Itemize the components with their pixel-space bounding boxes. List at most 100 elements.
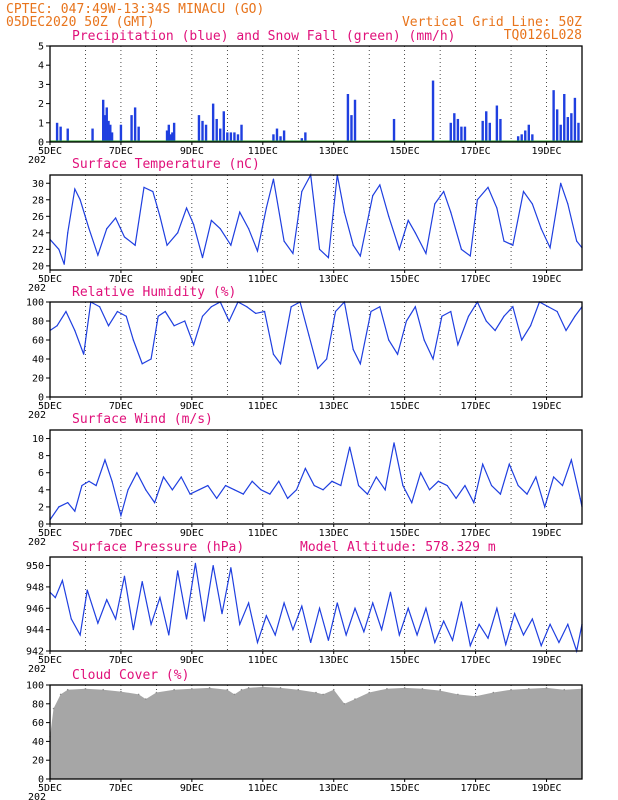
x-tick-label: 17DEC [461, 528, 491, 539]
series-point [561, 484, 564, 487]
series-point [246, 306, 248, 308]
series-point [107, 325, 110, 327]
precip-bar [350, 115, 353, 142]
series-point [327, 257, 330, 259]
series-point [212, 564, 214, 567]
precip-bar [279, 136, 282, 142]
precip-bar [520, 134, 523, 142]
x-tick-label: 11DEC [248, 528, 278, 539]
series-point [283, 602, 285, 604]
series-point [522, 190, 525, 193]
series-point [304, 467, 306, 470]
series-point [322, 489, 324, 491]
series-point [81, 484, 83, 487]
series-point [141, 580, 143, 583]
series-point [375, 476, 377, 478]
precip-bar [215, 118, 218, 142]
series-point [432, 358, 434, 360]
series-point [256, 641, 259, 644]
series-point [123, 575, 126, 577]
series-point [505, 643, 507, 646]
precip-bar [130, 115, 133, 142]
series-point [224, 484, 227, 487]
series-point [189, 493, 191, 495]
precip-bar [204, 124, 208, 142]
cloud-point [563, 688, 566, 691]
x-tick-label: 5DEC [38, 274, 62, 285]
series-point [366, 493, 369, 495]
year-label: 202 [28, 664, 46, 675]
series-point [494, 329, 496, 332]
x-tick-label: 15DEC [390, 528, 420, 539]
series-point [460, 248, 463, 250]
series-point [162, 476, 165, 478]
series-point [352, 348, 354, 351]
x-tick-label: 9DEC [180, 528, 204, 539]
series-point [150, 358, 152, 360]
series-point [352, 244, 354, 246]
series-point [292, 629, 294, 631]
series-point [522, 634, 525, 636]
x-tick-label: 15DEC [390, 783, 420, 794]
plot-area: 0 1 2 3 4 5 5DEC 7DEC 9DEC 11DEC 13DEC 15DEC 17DEC 19… [26, 42, 583, 800]
y-tick-label: 5 [38, 42, 44, 53]
precip-bar [165, 130, 169, 142]
header-date: 05DEC2020 50Z (GMT) [6, 15, 155, 30]
y-tick-label: 20 [32, 756, 44, 767]
series-point [393, 442, 395, 444]
x-tick-label: 15DEC [390, 146, 420, 157]
y-tick-label: 40 [32, 355, 44, 366]
series-point [411, 502, 413, 504]
wind-title: Surface Wind (m/s) [72, 412, 213, 427]
plot-frame [49, 684, 583, 780]
series-point [425, 252, 427, 255]
series-point [384, 489, 386, 491]
x-tick-label: 5DEC [38, 528, 62, 539]
series-point [239, 623, 241, 625]
series-point [531, 618, 533, 620]
precip-bar [226, 132, 229, 142]
series-point [327, 639, 330, 641]
series-point [154, 502, 156, 504]
series-point [230, 244, 232, 246]
x-tick-label: 5DEC [38, 655, 62, 666]
cloud-point [315, 691, 317, 694]
x-tick-label: 5DEC [38, 146, 62, 157]
series-point [301, 190, 303, 193]
series-point [308, 334, 310, 336]
year-label: 202 [28, 792, 46, 800]
series-point [503, 315, 505, 317]
x-tick-label: 19DEC [531, 146, 561, 157]
y-tick-label: 26 [32, 212, 44, 223]
precip-bar [201, 120, 204, 142]
series-point [354, 607, 356, 609]
series-point [207, 484, 209, 487]
y-tick-label: 2 [38, 99, 44, 110]
series-point [450, 211, 452, 213]
series-point [549, 623, 551, 625]
series-point [88, 228, 90, 230]
series-point [219, 228, 221, 230]
series-point [467, 315, 470, 317]
y-tick-label: 4 [38, 61, 44, 72]
series-point [558, 641, 560, 644]
series-point [177, 232, 179, 234]
series-point [414, 306, 416, 308]
series-point [469, 255, 471, 257]
series-point [457, 344, 459, 346]
y-tick-label: 22 [32, 245, 44, 256]
series-point [239, 211, 241, 213]
series-point [455, 497, 457, 499]
precip-bar [485, 111, 488, 142]
cloud-title: Cloud Cover (%) [72, 668, 189, 683]
series-point [164, 310, 166, 313]
precip-bar [449, 122, 452, 142]
series-point [70, 618, 72, 620]
series-point [416, 634, 418, 636]
y-tick-label: 0 [38, 393, 44, 404]
series-point [193, 223, 195, 226]
precip-bar [66, 128, 69, 142]
series-point [517, 484, 519, 487]
precip-bar [563, 94, 566, 142]
precip-bar [59, 126, 62, 142]
